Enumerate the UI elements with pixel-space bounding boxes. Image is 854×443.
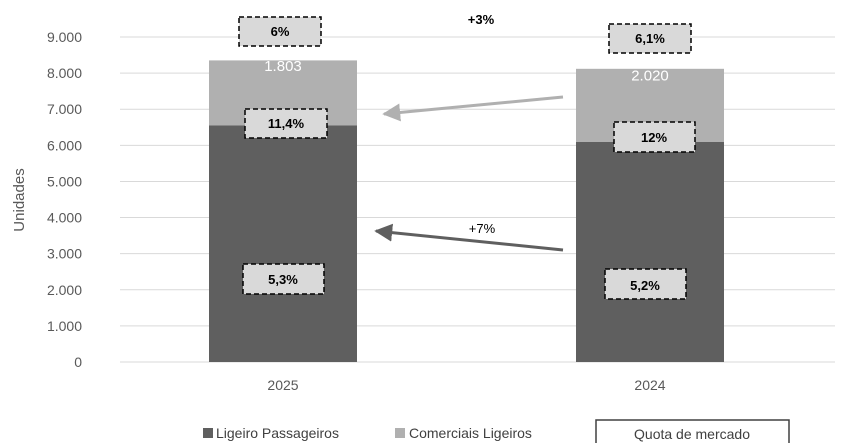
legend-label-quota: Quota de mercado	[634, 426, 750, 442]
x-tick-labels: 2025 2024	[267, 377, 665, 393]
share-box-2024-total: 6,1%	[608, 23, 692, 54]
bar-2024-passageiros	[576, 141, 724, 362]
share-box-2025-total: 6%	[238, 16, 322, 47]
bar-2025-passageiros	[209, 125, 357, 362]
passageiros-growth-label: +7%	[469, 221, 496, 236]
bars	[209, 60, 724, 362]
y-tick-labels: 0 1.000 2.000 3.000 4.000 5.000 6.000 7.000 8.00…	[47, 29, 82, 370]
share-label: 11,4%	[268, 116, 305, 131]
y-tick-label: 2.000	[47, 282, 82, 298]
share-label: 5,2%	[630, 278, 660, 293]
share-box-2025-passageiros: 5,3%	[242, 263, 325, 295]
y-tick-label: 6.000	[47, 137, 82, 153]
y-tick-label: 5.000	[47, 173, 82, 189]
comerciais-growth-arrow	[382, 95, 564, 122]
share-label: 12%	[641, 130, 667, 145]
y-tick-label: 4.000	[47, 210, 82, 226]
y-tick-label: 0	[74, 354, 82, 370]
legend: Ligeiro Passageiros Comerciais Ligeiros …	[203, 419, 790, 443]
y-tick-label: 8.000	[47, 65, 82, 81]
legend-swatch-comerciais	[395, 428, 405, 438]
x-tick-label: 2025	[267, 377, 298, 393]
share-box-2024-comerciais: 12%	[613, 121, 696, 153]
segment-label-2024-comerciais: 2.020	[631, 67, 669, 84]
segment-label-2025-comerciais: 1.803	[264, 58, 302, 75]
share-label: 6%	[271, 24, 290, 39]
legend-box-quota	[595, 419, 790, 443]
share-label: 5,3%	[268, 272, 298, 287]
x-tick-label: 2024	[634, 377, 665, 393]
share-label: 6,1%	[635, 31, 665, 46]
share-box-2024-passageiros: 5,2%	[604, 268, 687, 300]
y-tick-label: 7.000	[47, 101, 82, 117]
share-box-2025-comerciais: 11,4%	[244, 108, 328, 139]
y-tick-label: 3.000	[47, 246, 82, 262]
legend-label-passageiros: Ligeiro Passageiros	[216, 425, 339, 441]
total-growth-label: +3%	[468, 12, 495, 27]
y-tick-label: 9.000	[47, 29, 82, 45]
legend-label-comerciais: Comerciais Ligeiros	[409, 425, 532, 441]
legend-swatch-passageiros	[203, 428, 213, 438]
y-axis-label: Unidades	[11, 168, 28, 231]
y-tick-label: 1.000	[47, 318, 82, 334]
passageiros-growth-arrow	[374, 223, 564, 252]
